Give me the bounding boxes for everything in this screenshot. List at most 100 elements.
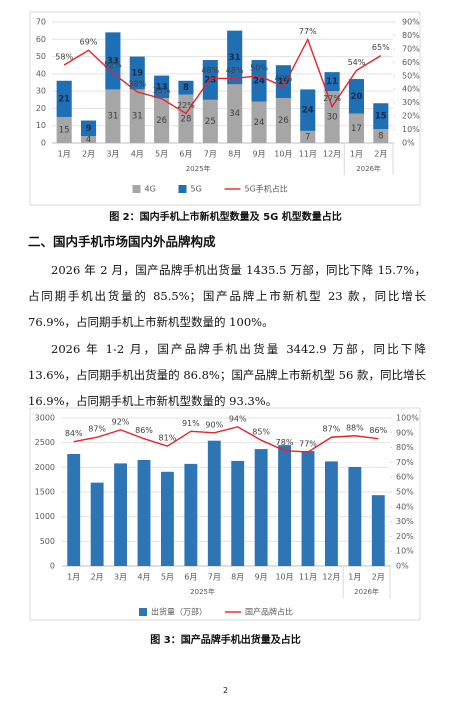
bar	[154, 98, 170, 143]
x-tick-label: 3月	[114, 573, 127, 582]
x-tick-label: 11月	[299, 150, 317, 159]
y2-tick-label: 20%	[402, 112, 420, 121]
bar	[275, 98, 291, 143]
bar	[254, 449, 268, 566]
legend-swatch	[178, 185, 187, 193]
bar-label: 25	[205, 117, 216, 127]
bar	[137, 459, 151, 566]
legend-swatch	[139, 608, 147, 616]
x-tick-label: 1月	[67, 573, 80, 582]
y-tick-label: 60	[36, 35, 46, 44]
line	[63, 37, 382, 115]
y2-tick-label: 10%	[396, 547, 414, 556]
bar	[202, 99, 218, 143]
bar	[300, 130, 316, 143]
line-label: 48%	[201, 66, 219, 75]
line-label: 52%	[104, 61, 122, 70]
y2-tick-label: 90%	[396, 428, 414, 437]
y2-tick-label: 0%	[396, 562, 409, 571]
bar-label: 30	[327, 113, 338, 123]
line-label: 50%	[250, 63, 268, 72]
x-tick-label: 7月	[208, 573, 221, 582]
y2-tick-label: 40%	[396, 502, 414, 511]
line-label: 48%	[226, 66, 244, 75]
x-tick-label: 2月	[82, 150, 95, 159]
x-tick-label: 1月	[58, 150, 71, 159]
line-label: 33%	[153, 86, 171, 95]
y2-tick-label: 30%	[396, 517, 414, 526]
bar-label: 34	[229, 109, 240, 119]
bar-label: 21	[58, 94, 70, 104]
bar	[67, 454, 81, 566]
bar	[114, 463, 128, 566]
legend-label: 5G	[191, 185, 202, 194]
line-label: 87%	[323, 425, 341, 434]
line-label: 84%	[65, 429, 83, 438]
x-group-label: 2025年	[186, 164, 211, 173]
line-label: 90%	[205, 420, 223, 429]
x-tick-label: 10月	[274, 150, 292, 159]
bar	[373, 129, 389, 143]
bar-label: 15	[375, 112, 387, 122]
line-label: 77%	[299, 27, 317, 36]
bar-label: 31	[229, 53, 241, 63]
line-label: 69%	[80, 38, 98, 47]
bar	[90, 482, 104, 566]
line-label: 42%	[275, 74, 293, 83]
line-label: 58%	[55, 53, 73, 62]
bar	[184, 463, 198, 566]
y2-tick-label: 80%	[402, 31, 420, 40]
bar	[207, 440, 221, 566]
y-tick-label: 70	[36, 18, 46, 27]
y-tick-label: 0	[41, 139, 46, 148]
bar	[129, 56, 145, 90]
bar	[251, 101, 267, 143]
legend-label: 国产品牌占比	[245, 607, 293, 617]
bar	[324, 91, 340, 143]
y2-tick-label: 0%	[402, 139, 415, 148]
x-tick-label: 1月	[348, 573, 361, 582]
x-tick-label: 10月	[275, 573, 293, 582]
line-label: 86%	[135, 426, 153, 435]
y2-tick-label: 100%	[396, 414, 419, 423]
bar	[275, 65, 291, 99]
x-tick-label: 8月	[231, 573, 244, 582]
bar-label: 23	[204, 75, 216, 85]
line-label: 65%	[372, 43, 390, 52]
y2-tick-label: 30%	[402, 98, 420, 107]
bar	[56, 117, 72, 143]
x-tick-label: 12月	[323, 150, 341, 159]
page-number: 2	[222, 686, 229, 695]
bar	[80, 120, 97, 137]
bar-label: 24	[253, 76, 265, 86]
bar	[227, 84, 243, 143]
y-tick-label: 1500	[35, 488, 55, 497]
line-label: 38%	[128, 79, 146, 88]
bar	[129, 89, 145, 143]
bar-label: 8	[183, 83, 189, 93]
x-tick-label: 5月	[155, 150, 168, 159]
line-label: 81%	[159, 434, 177, 443]
bar	[301, 451, 315, 566]
bar-label: 33	[107, 56, 119, 66]
y-tick-label: 40	[36, 69, 46, 78]
bar-label: 28	[181, 114, 192, 124]
y2-tick-label: 60%	[402, 58, 420, 67]
x-group-label: 2025年	[190, 587, 215, 596]
bar-label: 13	[156, 82, 168, 92]
x-tick-label: 2月	[91, 573, 104, 582]
y-tick-label: 3000	[35, 414, 55, 423]
x-tick-label: 9月	[252, 150, 265, 159]
y2-tick-label: 80%	[396, 443, 414, 452]
y-tick-label: 500	[40, 537, 55, 546]
line-label: 88%	[346, 423, 364, 432]
bar	[178, 80, 194, 95]
bar-label: 24	[302, 106, 314, 116]
line-label: 85%	[252, 428, 270, 437]
x-group-label: 2026年	[356, 164, 381, 173]
bar	[278, 445, 292, 566]
x-tick-label: 12月	[322, 573, 340, 582]
bar	[324, 461, 338, 566]
